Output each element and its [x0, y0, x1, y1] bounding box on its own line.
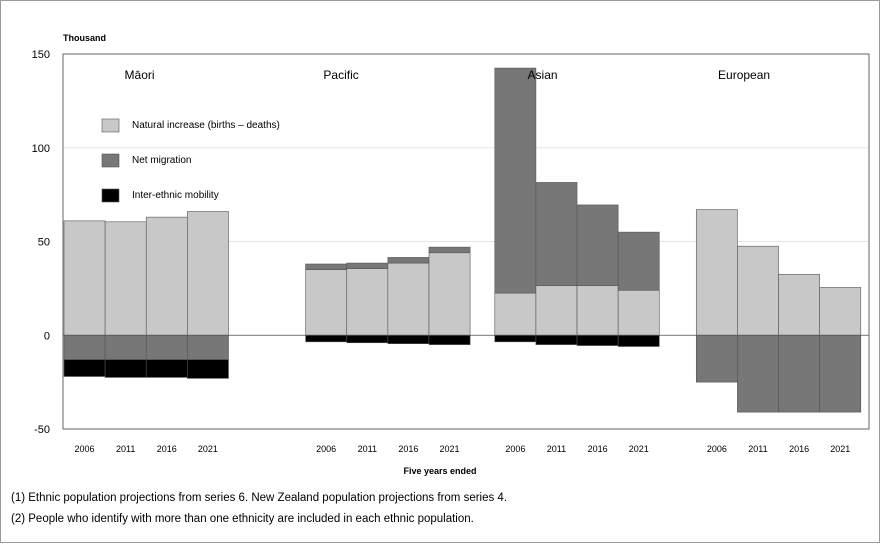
bar-migration — [63, 334, 106, 360]
x-tick-label: 2011 — [748, 444, 767, 454]
y-tick-label: 50 — [38, 237, 50, 249]
x-tick-label: 2011 — [547, 444, 566, 454]
y-tick-label: 150 — [32, 49, 50, 61]
bar-natural — [819, 287, 862, 336]
y-tick-label: 0 — [44, 330, 50, 342]
bar-natural — [778, 274, 820, 336]
legend-swatch-natural — [101, 118, 120, 133]
bar-mobility — [346, 334, 389, 344]
y-unit-label: Thousand — [63, 33, 106, 43]
bar-mobility — [494, 334, 537, 343]
bar-migration — [145, 334, 188, 360]
bar-natural — [576, 285, 619, 336]
bar-migration — [387, 257, 430, 264]
x-tick-label: 2006 — [75, 444, 95, 454]
bar-migration — [187, 334, 229, 360]
bar-migration — [737, 334, 779, 413]
bar-mobility — [145, 359, 188, 378]
bar-natural — [104, 221, 147, 336]
legend-swatch-mobility — [101, 188, 120, 203]
bar-mobility — [428, 334, 471, 345]
bar-natural — [494, 292, 537, 336]
axis-layer: -50 0 50 100 150 Māori 2006 2011 2016 2021 Pacific… — [32, 49, 870, 454]
x-tick-label: 2016 — [157, 444, 177, 454]
bar-mobility — [104, 359, 147, 378]
bar-migration — [617, 231, 660, 291]
footnote-2: (2) People who identify with more than o… — [11, 513, 474, 525]
x-tick-label: 2021 — [198, 444, 218, 454]
bar-natural — [145, 216, 188, 336]
bars-layer — [63, 67, 862, 413]
bar-natural — [305, 269, 348, 336]
bar-natural — [428, 252, 471, 336]
bar-migration — [346, 262, 389, 269]
bar-migration — [104, 334, 147, 360]
legend-label-mobility: Inter-ethnic mobility — [132, 190, 219, 201]
bar-mobility — [617, 334, 660, 347]
bar-natural — [695, 209, 738, 336]
x-tick-label: 2006 — [707, 444, 727, 454]
x-tick-label: 2021 — [830, 444, 850, 454]
bar-migration — [576, 204, 619, 286]
bar-migration — [494, 67, 537, 294]
group-label: Pacific — [323, 68, 358, 82]
bar-mobility — [305, 334, 348, 343]
y-tick-label: 100 — [32, 143, 50, 155]
x-tick-label: 2016 — [398, 444, 418, 454]
bar-mobility — [576, 334, 619, 346]
y-tick-label: -50 — [34, 424, 50, 436]
bar-migration — [535, 182, 578, 286]
x-axis-label: Five years ended — [403, 466, 476, 476]
bar-migration — [428, 246, 471, 254]
x-tick-label: 2016 — [789, 444, 809, 454]
x-tick-label: 2021 — [629, 444, 649, 454]
bar-natural — [187, 211, 229, 336]
group-label: Māori — [125, 68, 155, 82]
footnotes: (1) Ethnic population projections from s… — [11, 488, 507, 530]
bar-natural — [63, 220, 106, 336]
bar-mobility — [535, 334, 578, 345]
bar-mobility — [63, 359, 106, 377]
bar-migration — [695, 334, 738, 383]
x-tick-label: 2006 — [505, 444, 525, 454]
bar-natural — [387, 262, 430, 336]
bar-migration — [819, 334, 862, 413]
plot-area-border — [62, 53, 870, 430]
bar-natural — [535, 285, 578, 336]
legend-swatch-migration — [101, 153, 120, 168]
bar-migration — [778, 334, 820, 413]
bar-natural — [617, 289, 660, 336]
bar-mobility — [387, 334, 430, 344]
x-tick-label: 2006 — [316, 444, 336, 454]
bar-natural — [737, 245, 779, 336]
legend: Natural increase (births – deaths) Net mi… — [101, 118, 280, 203]
group-label: Asian — [528, 68, 558, 82]
footnote-1: (1) Ethnic population projections from s… — [11, 492, 508, 504]
legend-label-natural: Natural increase (births – deaths) — [132, 120, 280, 131]
group-label: European — [718, 68, 770, 82]
bar-migration — [305, 263, 348, 270]
x-tick-label: 2021 — [440, 444, 460, 454]
x-tick-label: 2011 — [358, 444, 377, 454]
bar-mobility — [187, 359, 229, 379]
x-tick-label: 2016 — [588, 444, 608, 454]
x-tick-label: 2011 — [116, 444, 135, 454]
legend-label-migration: Net migration — [132, 155, 191, 166]
bar-natural — [346, 268, 389, 336]
